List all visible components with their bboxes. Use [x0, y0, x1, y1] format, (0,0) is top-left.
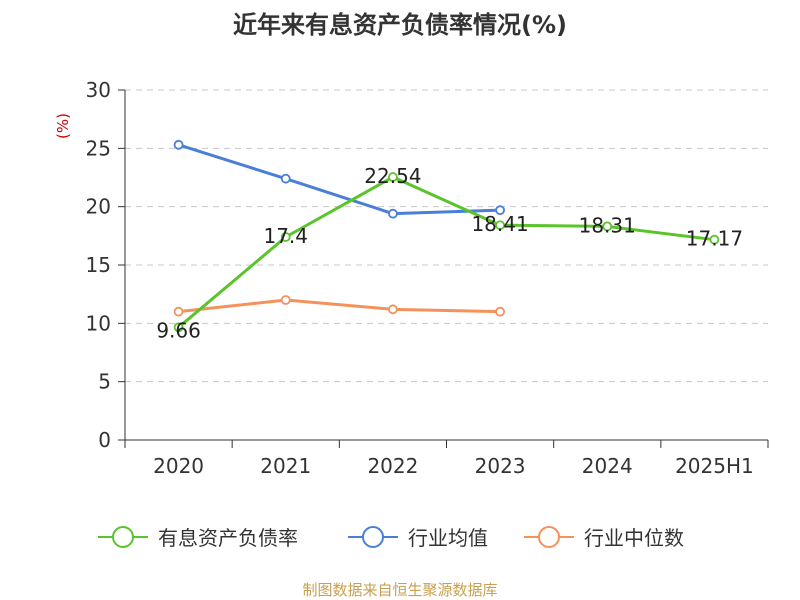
data-point-0-2025H1[interactable]: [709, 234, 720, 245]
data-label-0-2023: 18.41: [471, 212, 528, 236]
series-line-0: [177, 175, 715, 329]
data-point-2-2021[interactable]: [280, 295, 291, 305]
y-tick-label-30: 30: [86, 78, 111, 102]
data-label-0-2025H1: 17.17: [686, 227, 743, 251]
x-tick-label-2022: 2022: [367, 454, 418, 478]
legend-marker-1: [362, 526, 384, 548]
legend-item-2[interactable]: 行业中位数: [524, 526, 684, 550]
y-axis-unit-label: (%): [54, 113, 72, 139]
x-tick-label-2021: 2021: [260, 454, 311, 478]
series-1: [173, 139, 505, 219]
y-tick-label-10: 10: [86, 311, 111, 335]
data-label-0-2020: 9.66: [156, 318, 201, 342]
y-tick-label-25: 25: [86, 136, 111, 160]
data-point-0-2022[interactable]: [388, 172, 398, 182]
source-note: 制图数据来自恒生聚源数据库: [302, 581, 497, 599]
data-point-2-2020[interactable]: [173, 306, 184, 317]
data-label-0-2022: 22.54: [364, 164, 421, 188]
legend-item-0[interactable]: 有息资产负债率: [98, 526, 298, 550]
legend-label-0: 有息资产负债率: [158, 526, 298, 550]
series-0: [173, 172, 720, 333]
data-labels: 9.66 17.4 22.54 18.41 18.31 17.17: [156, 164, 743, 342]
data-point-1-2021[interactable]: [280, 173, 291, 184]
x-tick-label-2020: 2020: [153, 454, 204, 478]
legend[interactable]: 有息资产负债率 行业均值 行业中位数: [98, 526, 684, 550]
data-label-0-2024: 18.31: [579, 213, 636, 237]
axes: 0 5 10 15 20 25 30 2020 2021 2022 2023 2024 2025H1: [86, 78, 769, 478]
data-point-1-2020[interactable]: [173, 139, 184, 150]
legend-marker-0: [112, 526, 134, 548]
series-line-2: [178, 298, 501, 314]
data-point-1-2022[interactable]: [388, 208, 398, 219]
legend-item-1[interactable]: 行业均值: [348, 526, 488, 550]
series-layer: [173, 139, 720, 333]
series-2: [173, 295, 505, 317]
data-label-0-2021: 17.4: [263, 224, 308, 248]
x-tick-label-2025H1: 2025H1: [675, 454, 754, 478]
data-point-2-2022[interactable]: [388, 304, 398, 315]
y-tick-label-15: 15: [86, 253, 111, 277]
chart-title: 近年来有息资产负债率情况(%): [233, 11, 567, 39]
y-tick-label-0: 0: [98, 428, 111, 452]
x-tick-label-2023: 2023: [475, 454, 526, 478]
data-point-0-2021[interactable]: [280, 232, 291, 242]
data-point-0-2020[interactable]: [173, 322, 184, 333]
data-point-0-2023[interactable]: [495, 220, 505, 231]
x-tick-label-2024: 2024: [582, 454, 633, 478]
legend-label-1: 行业均值: [408, 526, 488, 550]
data-point-0-2024[interactable]: [602, 221, 613, 232]
y-tick-label-5: 5: [98, 370, 111, 394]
legend-label-2: 行业中位数: [584, 526, 684, 550]
data-point-1-2023[interactable]: [495, 205, 505, 216]
legend-marker-2: [538, 526, 560, 548]
data-point-2-2023[interactable]: [495, 306, 505, 317]
y-tick-label-20: 20: [86, 195, 111, 219]
series-line-1: [178, 143, 501, 216]
grid-lines: [125, 89, 768, 383]
